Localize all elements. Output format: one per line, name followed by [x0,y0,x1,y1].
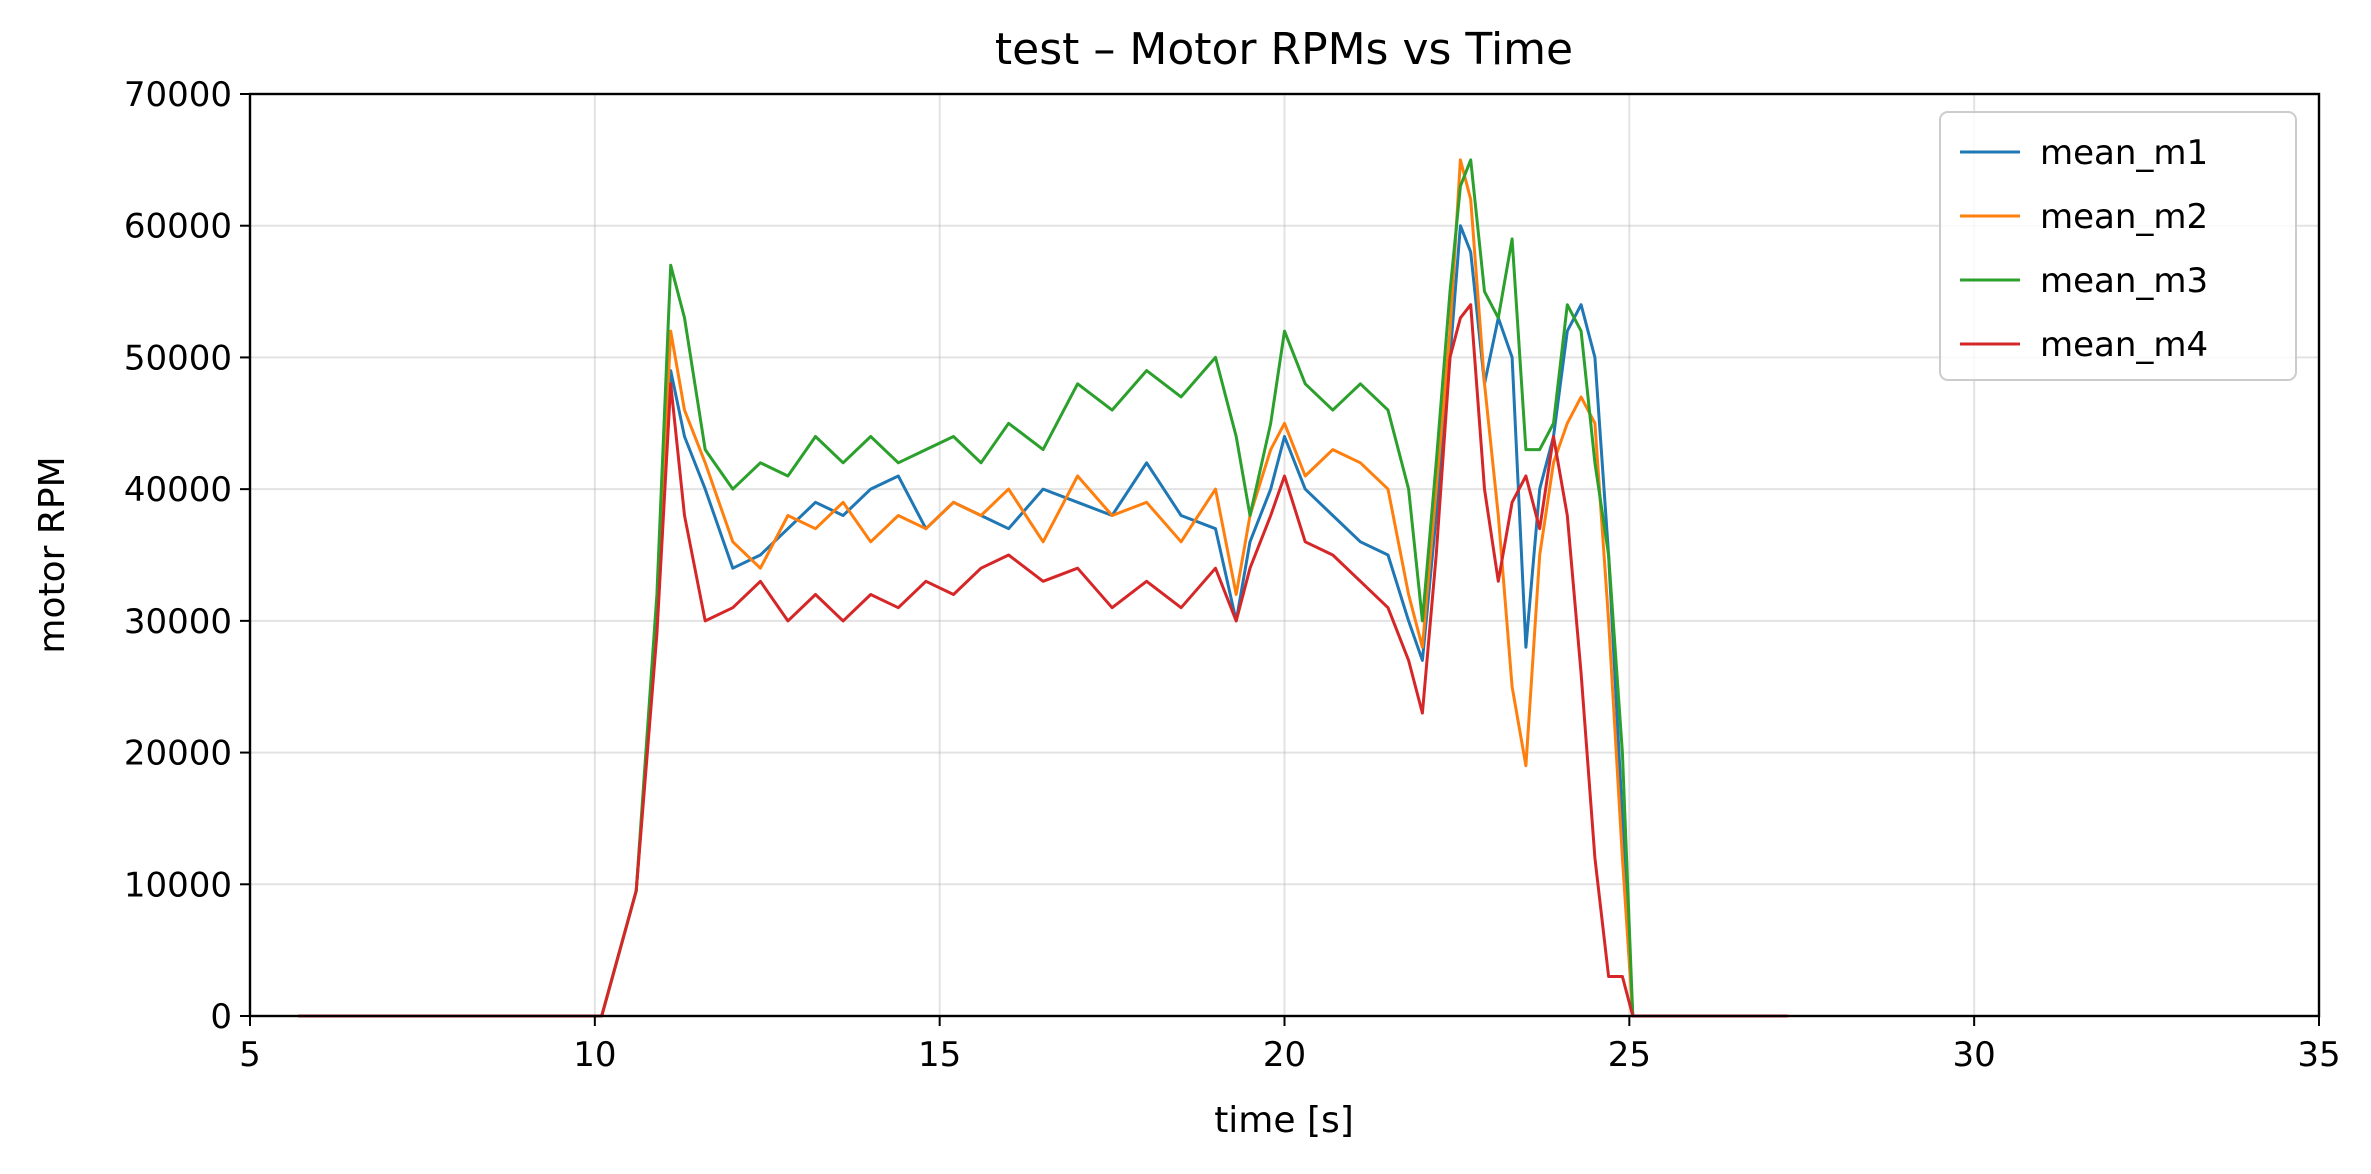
y-tick-label: 50000 [124,338,232,378]
x-tick-label: 30 [1953,1035,1996,1075]
x-axis-label: time [s] [1214,1100,1354,1141]
x-tick-label: 5 [239,1035,261,1075]
legend-label: mean_m2 [2040,197,2208,237]
x-tick-label: 20 [1263,1035,1306,1075]
x-tick-label: 10 [573,1035,616,1075]
legend-box [1939,111,2297,381]
legend-label: mean_m4 [2040,325,2208,365]
y-tick-label: 10000 [124,865,232,905]
legend-label: mean_m3 [2040,261,2208,301]
y-tick-label: 20000 [124,734,232,774]
series-line-mean-m2 [298,158,1788,1018]
series-line-mean-m4 [298,303,1788,1018]
chart-title: test – Motor RPMs vs Time [995,24,1573,75]
y-tick-label: 0 [210,997,232,1037]
y-tick-label: 30000 [124,602,232,642]
legend-label: mean_m1 [2040,133,2208,173]
y-axis-label: motor RPM [32,456,73,653]
x-tick-label: 15 [918,1035,961,1075]
y-tick-label: 40000 [124,470,232,510]
x-axis: 5 10 15 20 25 30 35 [239,1016,2341,1075]
x-tick-label: 25 [1608,1035,1651,1075]
legend: mean_m1 mean_m2 mean_m3 mean_m4 [1939,111,2297,381]
x-tick-label: 35 [2297,1035,2340,1075]
series-line-mean-m3 [298,158,1788,1018]
series-group [298,158,1788,1018]
y-axis: 0 10000 20000 30000 40000 50000 60000 70000 [124,75,250,1037]
y-tick-label: 70000 [124,75,232,115]
y-tick-label: 60000 [124,207,232,247]
